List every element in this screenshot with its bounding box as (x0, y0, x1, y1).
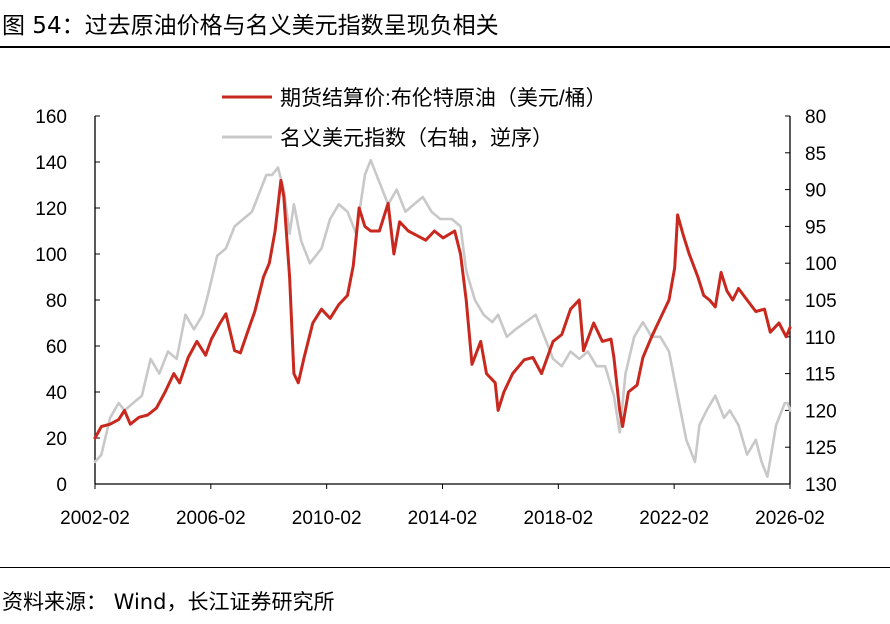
dollar-index-line (93, 158, 792, 478)
right-y-tick-label: 115 (805, 365, 835, 386)
right-y-tick-label: 110 (805, 328, 835, 349)
legend: 期货结算价:布伦特原油（美元/桶） 名义美元指数（右轴，逆序） (222, 87, 607, 150)
right-y-tick-label: 95 (805, 217, 826, 238)
x-tick-label: 2014-02 (408, 508, 478, 529)
x-tick-label: 2006-02 (176, 508, 246, 529)
x-tick-label: 2018-02 (523, 508, 593, 529)
axes: 0 20 40 60 80 100 120 140 160 80 85 90 95 100 105 110 11… (35, 107, 836, 529)
series-lines (93, 158, 792, 478)
oil-price-line (93, 178, 792, 440)
left-y-tick-label: 80 (46, 291, 67, 312)
right-y-tick-label: 85 (805, 144, 826, 165)
source-note: 资料来源： Wind，长江证券研究所 (2, 590, 335, 614)
right-y-tick-label: 80 (805, 107, 826, 128)
figure-title: 图 54：过去原油价格与名义美元指数呈现负相关 (2, 13, 499, 39)
title-rule (0, 46, 890, 48)
left-y-tick-label: 140 (35, 153, 67, 174)
right-y-tick-label: 125 (805, 438, 837, 459)
left-y-tick-label: 120 (35, 199, 67, 220)
chart: 0 20 40 60 80 100 120 140 160 80 85 90 95 100 105 110 11… (35, 87, 836, 529)
right-y-tick-label: 100 (805, 254, 837, 275)
legend-label-dollar: 名义美元指数（右轴，逆序） (280, 127, 553, 150)
left-y-tick-label: 40 (46, 383, 67, 404)
left-y-tick-label: 160 (35, 107, 67, 128)
right-y-tick-label: 120 (805, 401, 837, 422)
x-tick-label: 2010-02 (292, 508, 362, 529)
right-y-tick-label: 90 (805, 181, 826, 202)
x-tick-label: 2002-02 (60, 508, 130, 529)
right-y-tick-label: 130 (805, 475, 837, 496)
source-rule (0, 567, 890, 568)
left-y-tick-label: 60 (46, 337, 67, 358)
x-tick-label: 2022-02 (639, 508, 709, 529)
x-tick-label: 2026-02 (755, 508, 825, 529)
left-y-tick-label: 20 (46, 429, 67, 450)
left-y-tick-label: 100 (35, 245, 67, 266)
legend-label-oil: 期货结算价:布伦特原油（美元/桶） (280, 87, 607, 110)
left-y-tick-label: 0 (56, 475, 67, 496)
right-y-tick-label: 105 (805, 291, 837, 312)
